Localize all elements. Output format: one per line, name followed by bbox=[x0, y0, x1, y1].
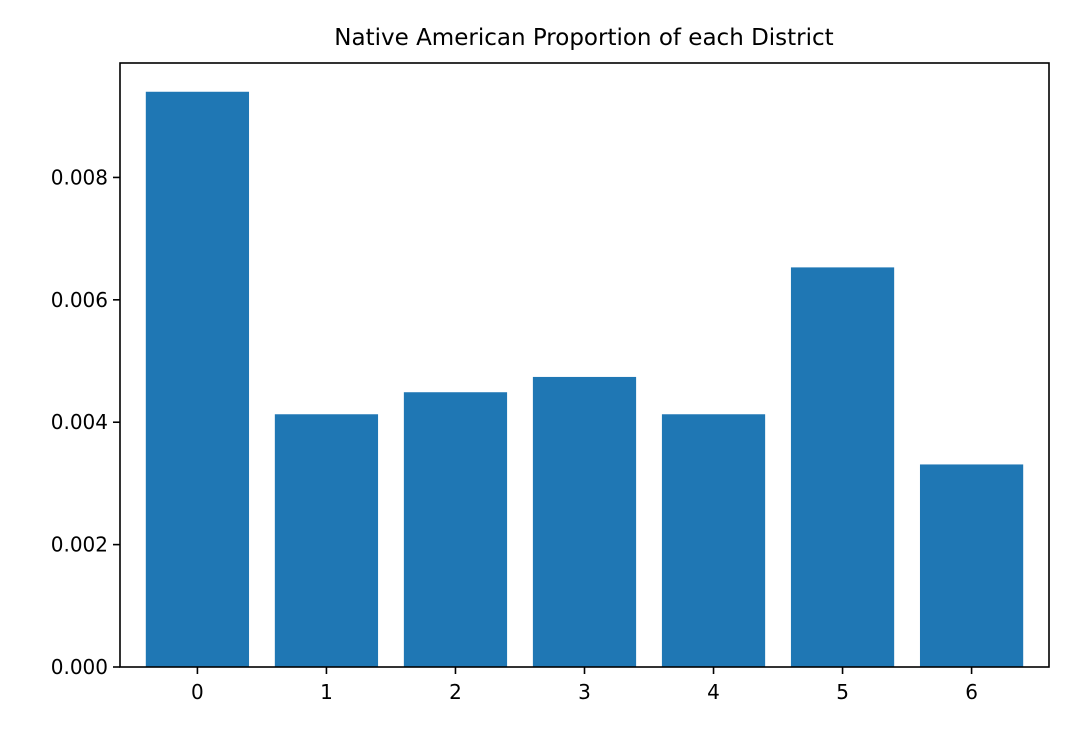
bar-district-6 bbox=[919, 464, 1024, 667]
x-tick-label: 5 bbox=[836, 680, 849, 704]
bar-district-4 bbox=[661, 414, 766, 667]
y-tick-label: 0.008 bbox=[51, 165, 108, 189]
y-tick-label: 0.004 bbox=[51, 410, 108, 434]
bar-district-5 bbox=[790, 267, 895, 667]
x-tick-label: 3 bbox=[578, 680, 591, 704]
y-tick-label: 0.002 bbox=[51, 533, 108, 557]
bars-group bbox=[145, 91, 1024, 667]
x-tick-label: 6 bbox=[965, 680, 978, 704]
bar-district-3 bbox=[532, 376, 637, 667]
y-tick-label: 0.000 bbox=[51, 655, 108, 679]
x-tick-label: 2 bbox=[449, 680, 462, 704]
plot-frame bbox=[119, 62, 1050, 668]
bar-district-2 bbox=[403, 392, 508, 667]
y-axis: 0.000 0.002 0.004 0.006 0.008 bbox=[51, 165, 120, 679]
y-tick-label: 0.006 bbox=[51, 288, 108, 312]
bar-district-1 bbox=[274, 414, 379, 667]
chart-title: Native American Proportion of each Distr… bbox=[334, 25, 833, 51]
x-axis: 0 1 2 3 4 5 6 bbox=[191, 667, 978, 704]
x-tick-label: 4 bbox=[707, 680, 720, 704]
bar-district-0 bbox=[145, 91, 250, 667]
x-tick-label: 1 bbox=[320, 680, 333, 704]
x-tick-label: 0 bbox=[191, 680, 204, 704]
